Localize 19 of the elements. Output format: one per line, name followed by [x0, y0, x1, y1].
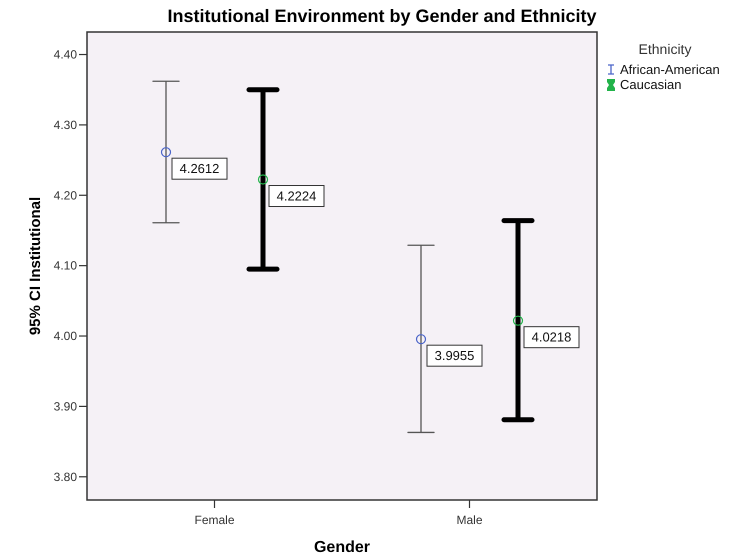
y-tick-label: 4.30 [54, 118, 78, 132]
chart-title: Institutional Environment by Gender and Ethnicity [167, 6, 597, 26]
y-tick-label: 4.00 [54, 329, 78, 344]
y-tick-label: 3.80 [54, 470, 78, 484]
y-tick-label: 4.10 [54, 258, 78, 273]
legend-label: Caucasian [620, 77, 682, 92]
legend-label: African-American [620, 62, 720, 77]
y-tick-label: 4.20 [54, 188, 78, 202]
data-label: 3.9955 [434, 348, 474, 364]
x-tick-label: Male [456, 513, 483, 527]
data-label: 4.2612 [180, 161, 220, 176]
y-tick-label: 3.90 [54, 399, 78, 414]
x-tick-label: Female [194, 513, 235, 527]
y-tick-label: 4.40 [54, 48, 78, 62]
x-axis-title: Gender [314, 539, 370, 556]
legend-title: Ethnicity [638, 41, 692, 57]
data-label: 4.2224 [276, 188, 316, 204]
y-axis-title: 95% CI Institutional [27, 196, 44, 336]
data-label: 4.0218 [532, 330, 572, 345]
